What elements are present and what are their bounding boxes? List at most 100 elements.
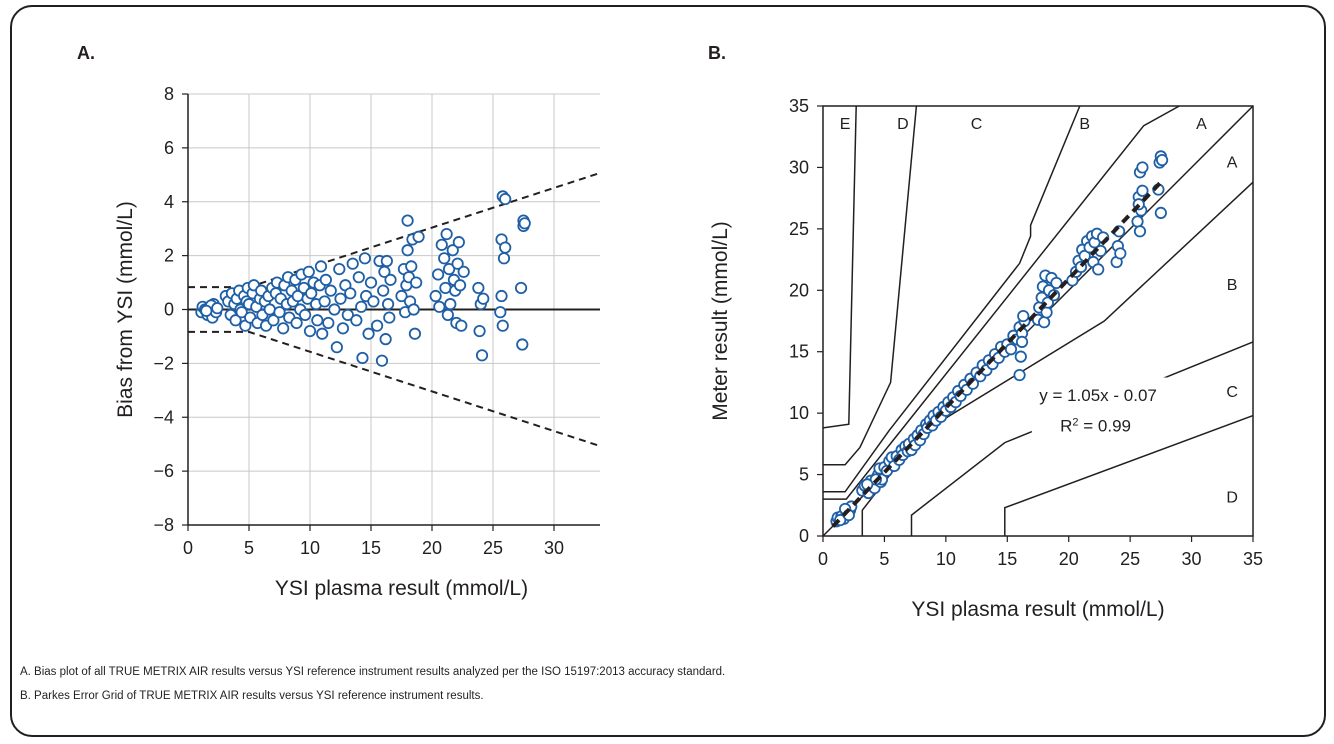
zone-boundary-line: [861, 181, 1254, 536]
data-point: [452, 236, 465, 249]
y-tick-label: −4: [153, 407, 174, 427]
x-tick-label: 20: [1059, 549, 1079, 569]
data-point: [318, 295, 331, 308]
data-point: [1013, 368, 1026, 382]
zone-label: A: [1227, 154, 1238, 171]
data-point: [439, 281, 452, 295]
data-point: [438, 252, 451, 265]
data-point: [514, 281, 528, 295]
data-point: [472, 281, 485, 295]
data-point: [440, 227, 453, 241]
data-point: [200, 304, 213, 317]
x-tick-label: 25: [1120, 549, 1140, 569]
zone-label: B: [1227, 277, 1238, 294]
data-point: [330, 341, 343, 354]
upper-limit-line: [188, 171, 600, 289]
zone-label: A: [1196, 116, 1207, 133]
data-point: [336, 322, 350, 335]
y-tick-label: 6: [164, 138, 174, 158]
data-point: [444, 298, 457, 311]
x-axis-title: YSI plasma result (mmol/L): [275, 577, 528, 600]
data-point: [1004, 343, 1018, 356]
lower-limit-line: [188, 330, 600, 448]
data-point: [433, 300, 446, 313]
data-point: [375, 354, 389, 367]
data-point: [410, 276, 423, 289]
y-tick-label: 30: [789, 157, 809, 177]
zone-boundary-line: [910, 341, 1254, 536]
data-point: [1136, 161, 1149, 174]
x-tick-label: 30: [544, 538, 564, 558]
data-point: [267, 314, 280, 327]
data-point: [211, 302, 224, 315]
data-point: [383, 311, 396, 324]
data-point: [367, 295, 380, 308]
data-point: [328, 303, 341, 316]
data-point: [395, 289, 408, 303]
data-point: [1092, 263, 1105, 276]
data-point: [364, 276, 378, 289]
data-point: [518, 217, 531, 230]
data-point: [1114, 247, 1127, 260]
panel-b-label: B.: [708, 43, 726, 63]
caption-b: B. Parkes Error Grid of TRUE METRIX AIR …: [20, 690, 484, 702]
zone-label: C: [971, 116, 983, 133]
regression-line: [831, 180, 1163, 528]
regression-equation: y = 1.05x - 0.07: [1039, 386, 1157, 405]
x-tick-label: 5: [879, 549, 889, 569]
y-tick-label: 10: [789, 403, 809, 423]
data-point: [322, 316, 335, 330]
figure-frame: [10, 5, 1326, 737]
data-point: [324, 284, 337, 297]
data-point: [1155, 153, 1169, 167]
data-point: [303, 324, 317, 338]
data-point: [401, 244, 414, 257]
x-tick-label: 15: [361, 538, 381, 558]
y-tick-label: −8: [153, 515, 174, 535]
data-point: [1038, 316, 1051, 329]
x-tick-label: 20: [422, 538, 442, 558]
y-tick-label: 25: [789, 219, 809, 239]
data-point: [370, 319, 384, 332]
data-point: [497, 252, 511, 265]
y-tick-label: −6: [153, 461, 174, 481]
data-point: [1017, 309, 1030, 323]
zone-boundary-line: [823, 105, 1081, 493]
x-axis-title: YSI plasma result (mmol/L): [911, 598, 1164, 621]
zone-boundary-line: [823, 105, 1180, 500]
data-point: [451, 257, 464, 270]
data-point: [305, 287, 318, 300]
data-point: [1133, 225, 1147, 238]
data-point: [316, 327, 329, 340]
zone-label: D: [1226, 490, 1238, 507]
data-point: [379, 333, 392, 346]
data-point: [405, 260, 418, 273]
x-tick-label: 35: [1243, 549, 1263, 569]
data-point: [333, 262, 346, 276]
data-point: [429, 289, 442, 303]
data-point: [1131, 215, 1144, 228]
y-tick-label: 0: [164, 300, 174, 320]
data-point: [341, 308, 354, 321]
x-tick-label: 25: [483, 538, 503, 558]
regression-label-bg: [1031, 377, 1182, 436]
panel-a-label: A.: [77, 43, 95, 63]
data-point: [407, 303, 420, 316]
data-point: [229, 314, 242, 327]
data-point: [277, 322, 290, 335]
data-point: [377, 284, 390, 297]
zone-label: E: [840, 116, 851, 133]
y-tick-label: 5: [799, 465, 809, 485]
caption-a: A. Bias plot of all TRUE METRIX AIR resu…: [20, 666, 726, 678]
data-point: [314, 260, 328, 273]
zone-label: D: [897, 116, 909, 133]
x-tick-label: 10: [936, 549, 956, 569]
y-tick-label: 2: [164, 246, 174, 266]
x-tick-label: 30: [1182, 549, 1202, 569]
y-tick-label: 4: [164, 192, 174, 212]
data-point: [302, 265, 315, 278]
data-point: [1136, 184, 1149, 197]
data-point: [362, 327, 375, 340]
data-point: [401, 214, 414, 227]
data-point: [381, 298, 395, 311]
